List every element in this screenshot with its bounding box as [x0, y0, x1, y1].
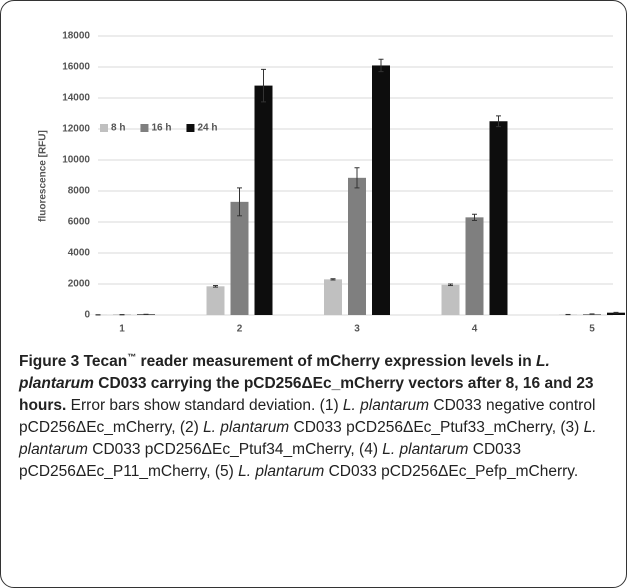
legend-swatch: [140, 124, 149, 132]
x-tick-label: 3: [354, 324, 360, 335]
bar: [324, 279, 342, 315]
bar: [254, 85, 273, 315]
caption-title: ™: [127, 352, 137, 362]
x-tick-label: 5: [589, 324, 595, 335]
y-tick-label: 18000: [62, 31, 90, 42]
bar: [348, 177, 366, 315]
legend-swatch: [100, 124, 108, 132]
legend-label: 8 h: [111, 123, 125, 134]
caption-text: CD033 negative control pCD256ΔEc_mCherry…: [19, 397, 596, 437]
bar: [441, 284, 460, 315]
y-tick-label: 6000: [68, 217, 91, 228]
y-tick-label: 0: [84, 310, 90, 321]
y-tick-label: 10000: [62, 155, 90, 166]
y-tick-label: 12000: [62, 124, 90, 135]
legend-label: 24 h: [197, 123, 217, 134]
x-tick-label: 2: [237, 324, 243, 335]
error-bar: [237, 187, 242, 217]
caption-text: CD033 pCD256ΔEc_Ptuf33_mCherry, (3): [289, 419, 584, 437]
x-tick-label: 4: [472, 324, 478, 335]
bar: [372, 65, 390, 315]
error-bar: [213, 285, 218, 288]
y-tick-label: 8000: [68, 186, 91, 197]
bar: [489, 121, 508, 315]
caption-text: CD033 pCD256ΔEc_Pefp_mCherry.: [324, 463, 579, 481]
bar: [230, 201, 249, 315]
y-tick-label: 4000: [68, 248, 91, 259]
caption-text: CD033 pCD256ΔEc_Ptuf34_mCherry, (4): [87, 441, 383, 459]
caption-text: CD033 pCD256ΔEc_P11_mCherry, (5): [19, 441, 522, 481]
y-tick-label: 14000: [62, 93, 90, 104]
error-bar: [448, 283, 453, 287]
caption-title: L. plantarum: [19, 353, 550, 393]
y-axis-label: fluorescence [RFU]: [38, 130, 49, 222]
error-bar: [613, 311, 619, 314]
error-bar: [330, 278, 336, 281]
error-bar: [496, 115, 501, 128]
legend-label: 16 h: [151, 123, 171, 134]
y-tick-label: 2000: [68, 279, 91, 290]
bar: [465, 217, 484, 315]
caption-text: L. plantarum: [19, 419, 597, 459]
caption-text: L. plantarum: [342, 397, 430, 415]
error-bar: [378, 58, 384, 73]
error-bar: [472, 213, 477, 221]
caption-text: L. plantarum: [382, 441, 469, 459]
error-bar: [261, 68, 266, 103]
caption-title: Figure 3 Tecan: [19, 353, 128, 371]
error-bar: [354, 167, 360, 189]
caption-text: L. plantarum: [203, 419, 290, 437]
bar: [206, 286, 225, 315]
caption-text: Error bars show standard deviation. (1): [66, 397, 343, 415]
caption-text: L. plantarum: [238, 463, 325, 481]
caption-title: reader measurement of mCherry expression…: [136, 353, 536, 371]
chart: fluorescence [RFU] 0 2000 4000 6000 8000 1000…: [38, 31, 625, 335]
x-tick-label: 1: [119, 324, 125, 335]
legend-swatch: [186, 124, 195, 132]
caption: Figure 3 Tecan™ reader measurement of mC…: [19, 346, 615, 483]
caption-title: CD033 carrying the pCD256ΔEc_mCherry vec…: [19, 375, 594, 415]
bar: [607, 312, 625, 315]
y-tick-label: 16000: [62, 62, 90, 73]
